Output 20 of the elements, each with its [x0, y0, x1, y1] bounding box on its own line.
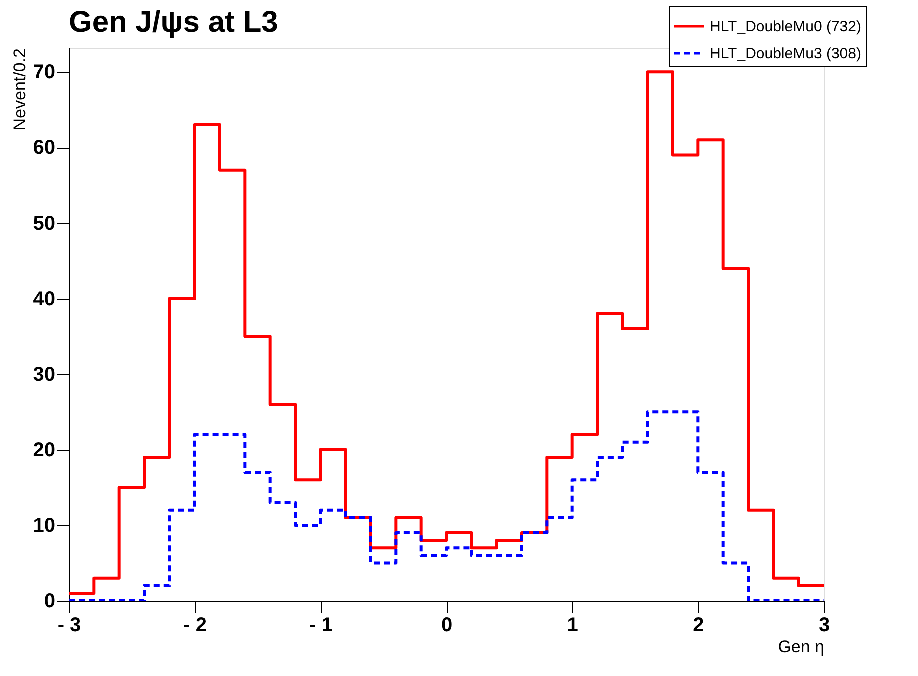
x-tick-label: - 2 — [184, 614, 208, 636]
y-tick-label: 70 — [33, 62, 56, 84]
chart-title: Gen J/ψs at L3 — [69, 6, 278, 39]
y-tick-label: 0 — [44, 590, 56, 612]
y-tick-label: 60 — [33, 137, 56, 160]
x-tick-label: - 3 — [58, 614, 82, 636]
x-tick-label: 3 — [818, 614, 830, 636]
y-tick-label: 50 — [33, 212, 56, 235]
y-axis-title: Nevent/0.2 — [10, 48, 30, 131]
y-tick-label: 40 — [33, 288, 56, 310]
x-tick-label: - 1 — [309, 614, 333, 636]
y-tick-label: 20 — [33, 439, 56, 462]
x-tick-label: 2 — [693, 614, 704, 636]
x-tick-label: 1 — [567, 614, 578, 636]
legend-label: HLT_DoubleMu3 (308) — [710, 46, 862, 62]
y-tick-label: 10 — [33, 514, 56, 537]
legend-label: HLT_DoubleMu0 (732) — [710, 18, 862, 36]
y-tick-label: 30 — [33, 364, 56, 386]
x-axis-title: Gen η — [778, 638, 824, 656]
x-tick-label: 0 — [441, 614, 453, 636]
